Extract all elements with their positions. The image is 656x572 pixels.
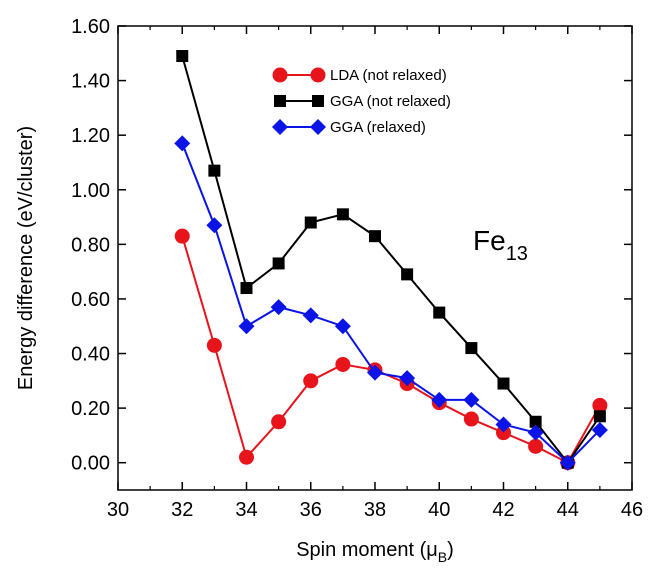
x-tick-label: 40: [428, 499, 450, 521]
data-point: [270, 299, 287, 316]
data-point: [304, 216, 317, 229]
data-point: [591, 421, 608, 438]
annotation-fe13: Fe13: [473, 225, 528, 265]
data-point: [529, 415, 542, 428]
legend-entry: LDA (not relaxed): [272, 67, 447, 84]
data-point: [528, 438, 544, 454]
data-point: [176, 50, 189, 63]
legend-marker: [274, 95, 286, 107]
y-axis-title: Energy difference (eV/cluster): [15, 126, 37, 390]
y-tick-label: 1.20: [71, 125, 110, 147]
data-point: [174, 135, 191, 152]
data-point: [239, 449, 254, 465]
legend-marker: [310, 119, 326, 135]
data-point: [271, 414, 287, 430]
y-tick-label: 0.20: [71, 398, 110, 420]
y-tick-label: 1.00: [71, 180, 110, 202]
data-point: [433, 306, 446, 319]
x-tick-label: 36: [300, 499, 322, 521]
legend-marker: [272, 119, 288, 135]
data-point: [272, 257, 285, 270]
data-point: [206, 337, 222, 353]
x-tick-label: 46: [621, 499, 643, 521]
data-point: [495, 416, 512, 433]
data-point: [399, 370, 416, 387]
data-point: [174, 228, 190, 244]
data-point: [527, 424, 544, 441]
data-point: [238, 318, 255, 335]
y-tick-label: 0.60: [71, 289, 110, 311]
legend-label: GGA (relaxed): [330, 119, 426, 136]
y-tick-label: 0.40: [71, 344, 110, 366]
data-point: [302, 307, 319, 324]
legend-entry: GGA (not relaxed): [274, 93, 451, 110]
data-point: [240, 282, 253, 295]
legend: LDA (not relaxed) GGA (not relaxed) GGA (r…: [272, 67, 451, 136]
data-point: [303, 373, 319, 389]
data-point: [431, 391, 448, 408]
data-point: [463, 391, 480, 408]
x-tick-label: 30: [107, 499, 129, 521]
data-point: [334, 318, 351, 335]
x-axis-title: Spin moment (μB): [296, 539, 454, 565]
plot-frame: [117, 25, 633, 491]
series-line: [181, 142, 601, 465]
data-point: [559, 454, 576, 471]
series-line: [181, 55, 601, 465]
series-1: [176, 50, 606, 469]
x-tick-label: 38: [364, 499, 386, 521]
y-tick-label: 0.80: [71, 234, 110, 256]
series-2: [174, 135, 608, 471]
data-point: [592, 397, 608, 413]
data-point: [593, 410, 606, 423]
y-tick-label: 0.00: [71, 453, 110, 475]
data-point: [369, 230, 381, 243]
data-point: [497, 377, 510, 390]
data-point: [463, 411, 479, 427]
y-tick-label: 1.60: [71, 16, 110, 38]
x-tick-label: 44: [557, 499, 579, 521]
data-point: [336, 208, 349, 221]
x-tick-label: 34: [235, 499, 257, 521]
legend-marker: [272, 67, 288, 83]
data-point: [208, 164, 221, 177]
y-tick-label: 1.40: [71, 71, 110, 93]
legend-marker: [312, 95, 324, 107]
tick-labels: 30 32 34 36 38 40 42 44 46 0.00 0.20 0.40 0.60 0.80 1.…: [71, 16, 643, 521]
data-point: [206, 217, 223, 234]
data-point: [465, 342, 478, 355]
x-tick-label: 32: [171, 499, 193, 521]
data-point: [335, 356, 351, 372]
legend-marker: [310, 67, 326, 83]
data-point: [367, 364, 383, 381]
data-point: [401, 268, 414, 281]
x-tick-label: 42: [492, 499, 514, 521]
legend-entry: GGA (relaxed): [272, 119, 426, 136]
legend-label: LDA (not relaxed): [330, 67, 447, 84]
legend-label: GGA (not relaxed): [330, 93, 451, 110]
series-layer: [174, 50, 608, 471]
